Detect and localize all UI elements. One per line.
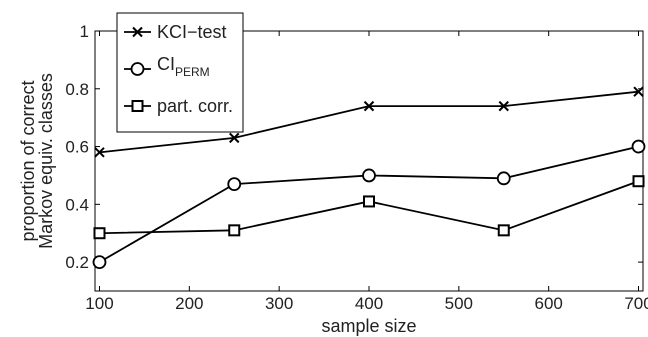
y-tick-label: 0.6: [65, 138, 89, 157]
series-lines: [92, 86, 646, 270]
square-marker: [632, 175, 645, 188]
legend-entry: part. corr.: [124, 96, 233, 116]
circle-marker: [362, 168, 376, 183]
series-group: [92, 139, 646, 270]
x-tick-label: 500: [445, 294, 473, 313]
circle-marker: [631, 139, 646, 154]
x-marker: [229, 132, 240, 144]
x-tick-label: 100: [85, 294, 113, 313]
legend-label: KCI−test: [157, 22, 227, 42]
circle-marker: [92, 255, 107, 270]
square-marker: [131, 100, 144, 112]
x-tick-label: 600: [534, 294, 562, 313]
series-group: [94, 86, 644, 158]
x-tick-label: 400: [355, 294, 383, 313]
square-marker: [363, 195, 375, 208]
x-marker: [132, 26, 143, 38]
legend-label: part. corr.: [157, 96, 233, 116]
circle-marker: [130, 62, 145, 76]
y-tick-label: 1: [80, 22, 89, 41]
series-group: [93, 175, 645, 240]
x-marker: [363, 100, 375, 112]
y-axis-label-line-2: Markov equiv. classes: [36, 73, 56, 249]
legend-label-subscript: PERM: [175, 65, 210, 79]
y-tick-label: 0.2: [65, 253, 89, 272]
square-marker: [497, 224, 510, 237]
x-axis-label: sample size: [321, 316, 416, 336]
circle-marker: [227, 177, 242, 192]
circle-marker: [496, 171, 511, 186]
square-marker: [93, 227, 106, 240]
legend-entry: KCI−test: [124, 22, 227, 42]
y-tick-label: 0.4: [65, 195, 89, 214]
x-marker: [633, 86, 644, 97]
square-marker: [228, 224, 241, 237]
axis-ticks: 100 200 300 400 500 600 700 0.2 0.4 0.6 0.8 1: [65, 22, 648, 313]
x-tick-label: 300: [265, 294, 293, 313]
x-tick-label: 700: [624, 294, 648, 313]
y-axis-label-line-1: proportion of correct: [18, 80, 38, 241]
x-marker: [498, 100, 509, 112]
y-tick-label: 0.8: [65, 80, 89, 99]
x-tick-label: 200: [175, 294, 203, 313]
x-marker: [94, 147, 105, 158]
